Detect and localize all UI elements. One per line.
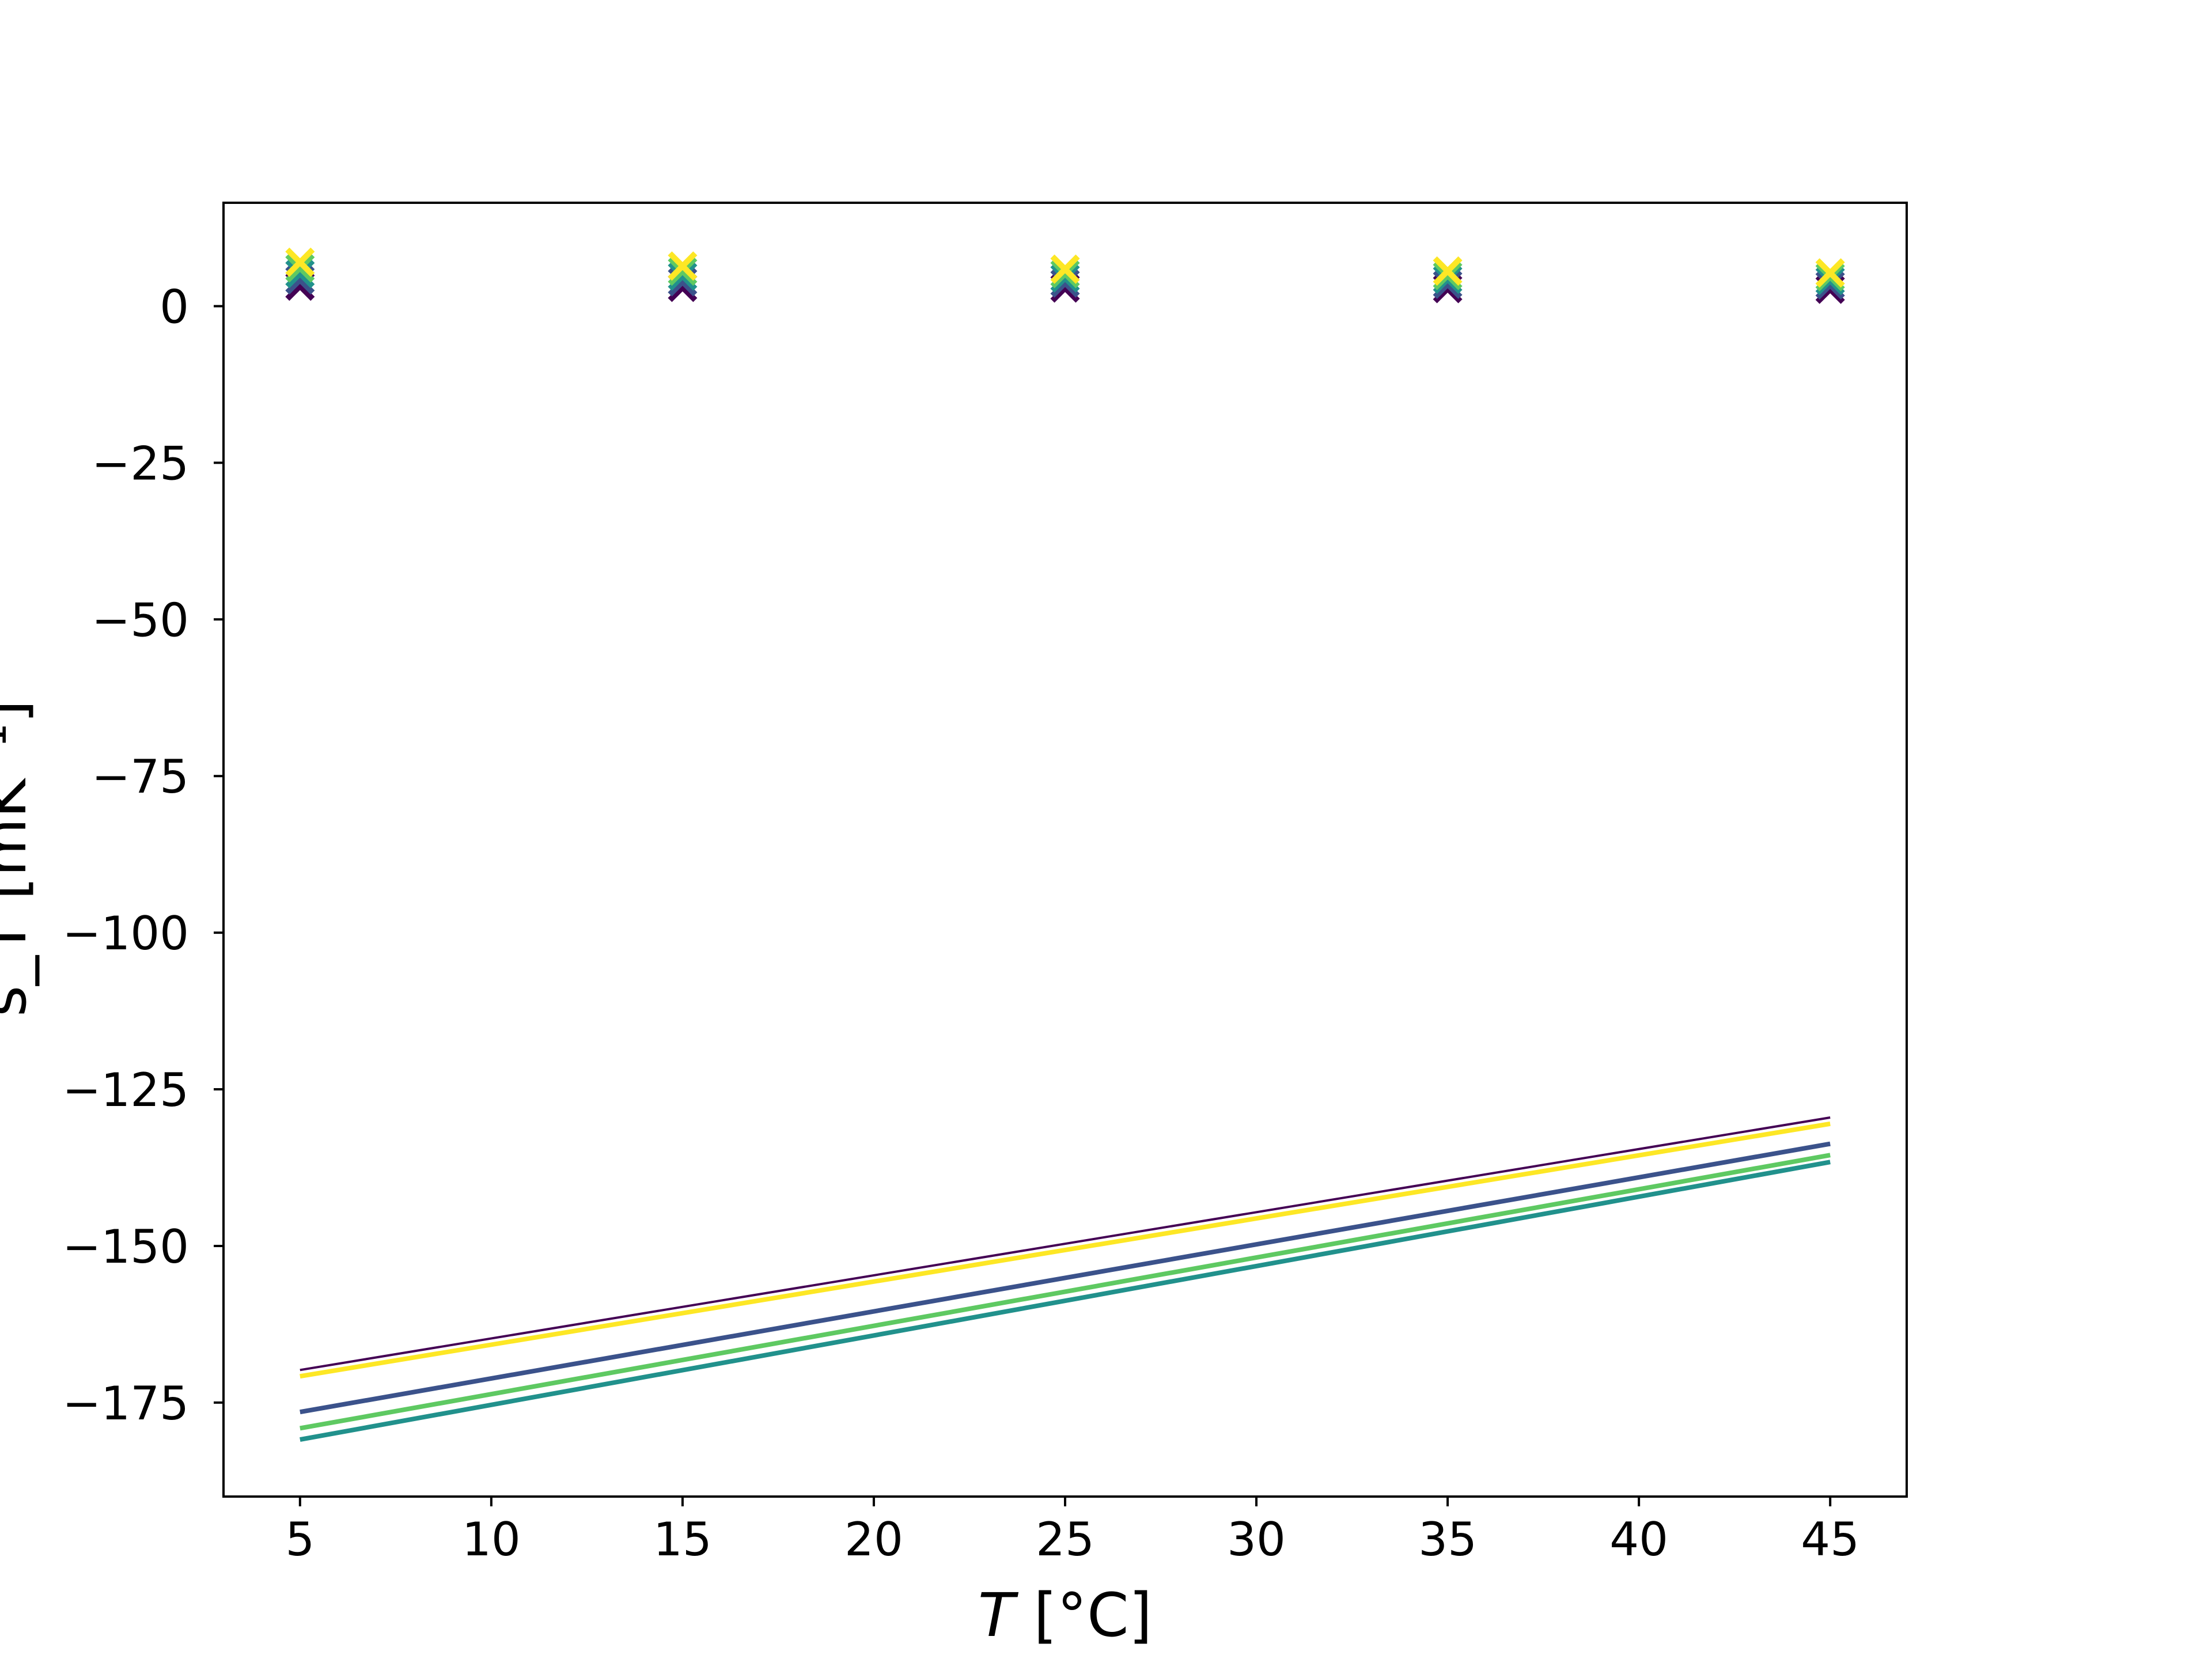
y-ticks: 0 −25 −50 −75 −100 −125 −150 −175	[62, 280, 224, 1430]
marker-series-5-point-3	[1050, 254, 1080, 284]
marker-series-4-point-4	[1433, 260, 1463, 290]
marker-series-2-point-5	[1815, 270, 1845, 300]
x-tick-label: 25	[1036, 1513, 1094, 1566]
y-tick-label: −25	[92, 437, 189, 490]
x-tick-label: 45	[1801, 1513, 1859, 1566]
y-tick-label: −100	[62, 907, 189, 960]
x-tick-label: 40	[1609, 1513, 1668, 1566]
y-tick-label: −50	[92, 593, 189, 647]
series-line-2	[300, 1121, 1831, 1379]
marker-series-5-point-1	[285, 247, 315, 277]
x-ticks: 5 10 15 20 25 30 35 40 45	[285, 1497, 1859, 1566]
x-tick-label: 5	[285, 1513, 315, 1566]
series-line-1	[300, 1116, 1831, 1372]
x-tick-label: 20	[844, 1513, 903, 1566]
x-axis-label-unit: [°C]	[1014, 1580, 1152, 1650]
marker-series-5-point-2	[668, 251, 698, 281]
y-tick-label: −175	[62, 1377, 189, 1430]
x-tick-label: 10	[462, 1513, 521, 1566]
y-tick-label: −75	[92, 750, 189, 804]
series-line-3	[300, 1141, 1831, 1415]
x-tick-label: 30	[1227, 1513, 1286, 1566]
y-tick-label: −150	[62, 1220, 189, 1274]
marker-series-4-point-2	[668, 256, 698, 286]
marker-series-5-point-4	[1433, 256, 1463, 286]
x-axis-label-symbol: T	[978, 1580, 1019, 1650]
marker-series-3-point-2	[668, 261, 698, 291]
y-tick-label: −125	[62, 1063, 189, 1117]
y-axis-label: s_T [mK⁻¹]	[0, 700, 40, 1017]
x-axis-label: T [°C]	[978, 1580, 1152, 1650]
marker-series-3-point-1	[285, 259, 315, 289]
x-tick-label: 15	[653, 1513, 712, 1566]
marker-series-4-point-3	[1050, 259, 1080, 289]
plot-layer	[285, 247, 1845, 1442]
marker-series-3-point-3	[1050, 263, 1080, 293]
y-tick-label: 0	[160, 280, 189, 334]
x-tick-label: 35	[1418, 1513, 1477, 1566]
series-line-4	[300, 1153, 1831, 1431]
series-line-5	[300, 1160, 1831, 1442]
marker-series-4-point-1	[285, 253, 315, 283]
marker-series-5-point-5	[1815, 258, 1845, 288]
